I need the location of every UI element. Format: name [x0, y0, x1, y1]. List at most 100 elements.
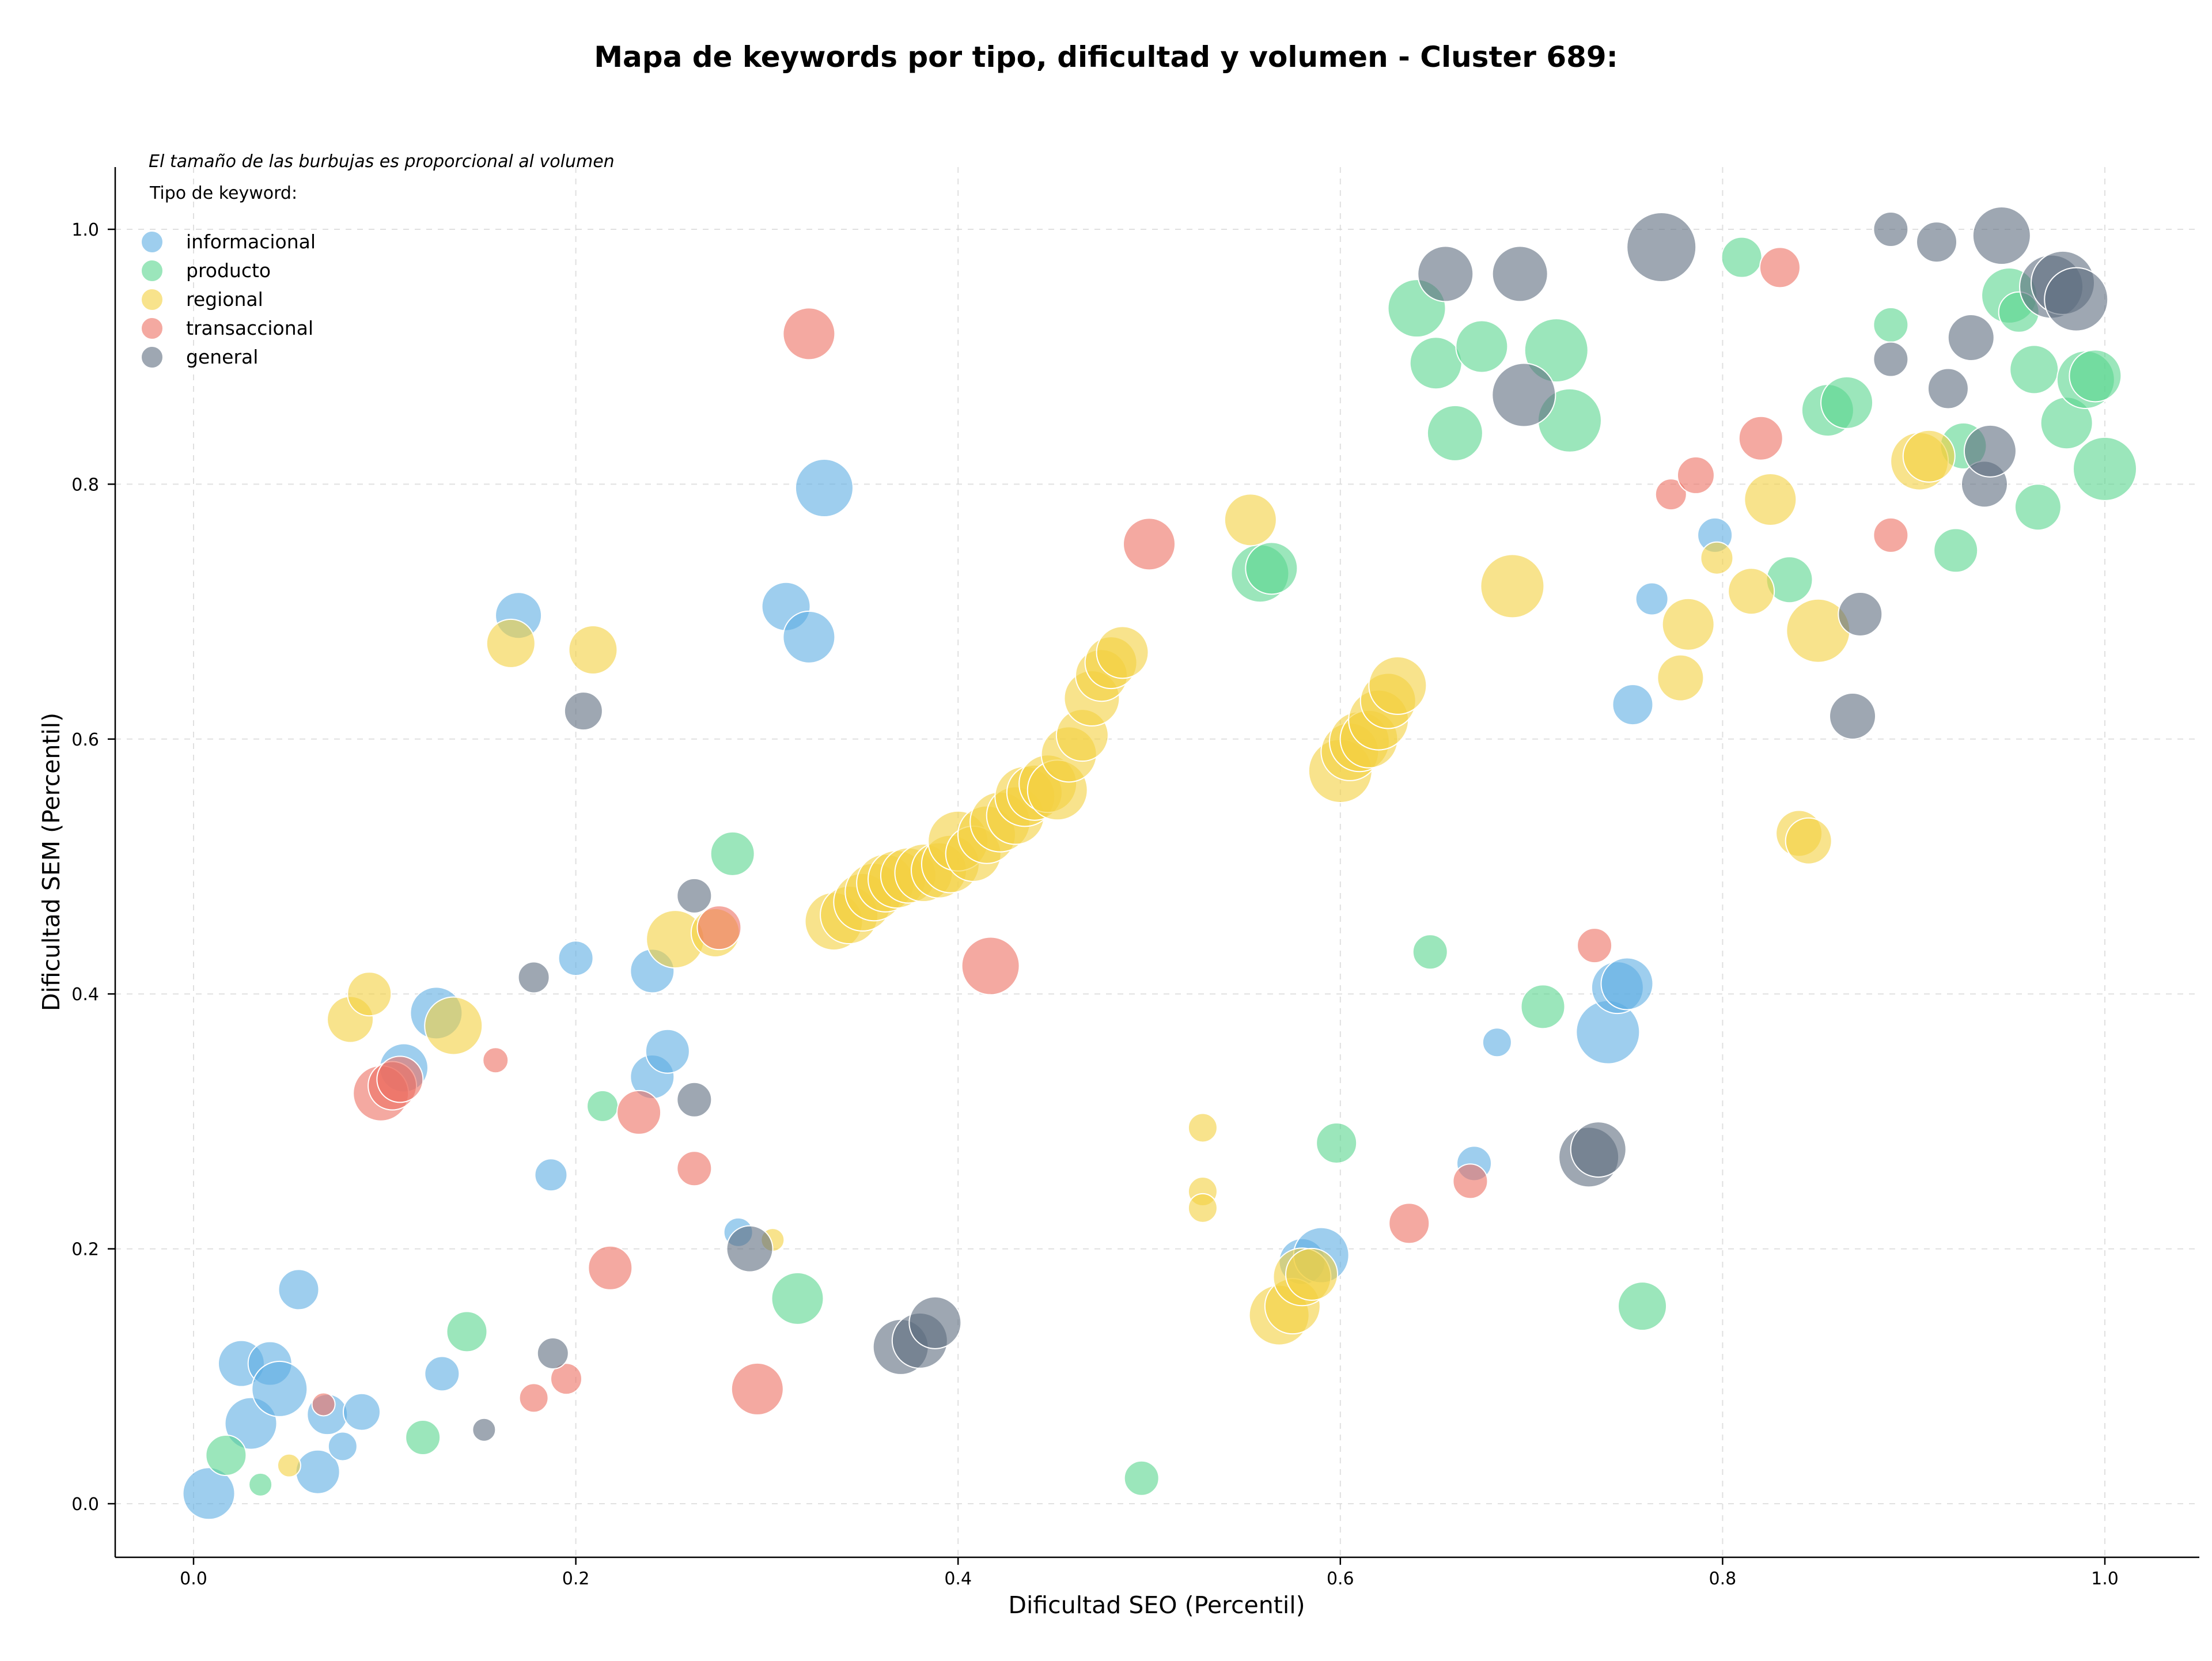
data-point-producto[interactable] — [1245, 542, 1298, 595]
data-point-producto[interactable] — [1873, 307, 1909, 343]
data-point-general[interactable] — [1873, 211, 1909, 247]
data-point-informacional[interactable] — [251, 1360, 308, 1417]
data-point-regional[interactable] — [1187, 1193, 1218, 1223]
data-point-general[interactable] — [1927, 368, 1969, 410]
data-point-informacional[interactable] — [645, 1028, 690, 1074]
data-point-transaccional[interactable] — [676, 1151, 713, 1187]
data-point-producto[interactable] — [1426, 404, 1483, 461]
data-point-transaccional[interactable] — [1577, 928, 1613, 964]
data-point-informacional[interactable] — [424, 1356, 460, 1392]
data-point-informacional[interactable] — [1482, 1027, 1512, 1058]
data-point-regional[interactable] — [347, 971, 392, 1017]
data-point-producto[interactable] — [446, 1311, 488, 1353]
data-point-regional[interactable] — [568, 625, 618, 675]
data-point-general[interactable] — [536, 1337, 569, 1369]
data-point-regional[interactable] — [1657, 654, 1705, 702]
data-point-producto[interactable] — [1933, 528, 1979, 573]
data-point-transaccional[interactable] — [1759, 247, 1801, 289]
data-point-informacional[interactable] — [1612, 684, 1654, 726]
data-point-regional[interactable] — [1368, 656, 1427, 715]
data-point-producto[interactable] — [1412, 934, 1448, 970]
data-point-informacional[interactable] — [182, 1467, 236, 1520]
data-point-general[interactable] — [1838, 592, 1883, 637]
data-point-regional[interactable] — [1480, 554, 1545, 619]
data-point-producto[interactable] — [586, 1089, 619, 1122]
data-point-transaccional[interactable] — [1123, 517, 1176, 571]
data-point-informacional[interactable] — [1635, 582, 1669, 616]
data-point-informacional[interactable] — [782, 610, 836, 664]
data-point-informacional[interactable] — [794, 459, 854, 518]
data-point-producto[interactable] — [205, 1434, 247, 1476]
data-point-regional[interactable] — [1785, 817, 1832, 865]
data-point-transaccional[interactable] — [1388, 1202, 1430, 1244]
data-point-general[interactable] — [2044, 267, 2109, 332]
data-point-general[interactable] — [726, 1225, 774, 1273]
data-point-transaccional[interactable] — [482, 1047, 509, 1074]
data-point-transaccional[interactable] — [961, 936, 1020, 996]
data-point-transaccional[interactable] — [1452, 1163, 1488, 1200]
data-point-general[interactable] — [1972, 206, 2031, 266]
data-point-regional[interactable] — [1661, 597, 1715, 651]
data-point-regional[interactable] — [1744, 472, 1797, 526]
data-point-general[interactable] — [676, 1081, 713, 1118]
data-point-producto[interactable] — [1618, 1281, 1668, 1331]
data-point-general[interactable] — [1947, 314, 1995, 362]
data-point-regional[interactable] — [486, 618, 536, 668]
data-point-regional[interactable] — [1285, 1247, 1339, 1301]
data-point-general[interactable] — [908, 1296, 962, 1349]
data-point-producto[interactable] — [248, 1472, 273, 1497]
data-point-regional[interactable] — [424, 996, 483, 1055]
data-point-informacional[interactable] — [327, 1431, 358, 1462]
data-point-producto[interactable] — [710, 831, 755, 876]
data-point-informacional[interactable] — [1600, 957, 1654, 1011]
data-point-transaccional[interactable] — [1738, 415, 1783, 461]
data-point-producto[interactable] — [405, 1419, 441, 1455]
data-point-transaccional[interactable] — [730, 1362, 784, 1416]
data-point-transaccional[interactable] — [1873, 517, 1909, 553]
data-point-transaccional[interactable] — [1676, 456, 1715, 494]
data-point-informacional[interactable] — [278, 1269, 320, 1311]
data-point-general[interactable] — [1491, 245, 1548, 302]
data-point-transaccional[interactable] — [550, 1363, 583, 1395]
data-point-producto[interactable] — [1455, 320, 1509, 373]
data-point-transaccional[interactable] — [616, 1089, 662, 1135]
data-point-general[interactable] — [1873, 341, 1909, 377]
data-point-general[interactable] — [472, 1417, 497, 1442]
data-point-general[interactable] — [1916, 221, 1958, 263]
data-point-producto[interactable] — [2014, 483, 2062, 531]
data-point-producto[interactable] — [1520, 984, 1566, 1030]
data-point-transaccional[interactable] — [696, 905, 742, 951]
data-point-transaccional[interactable] — [518, 1383, 549, 1413]
data-point-producto[interactable] — [1409, 336, 1463, 390]
data-point-producto[interactable] — [2073, 436, 2137, 501]
data-point-regional[interactable] — [1187, 1113, 1218, 1143]
data-point-transaccional[interactable] — [782, 307, 836, 361]
data-point-regional[interactable] — [1700, 541, 1734, 575]
data-point-producto[interactable] — [1721, 236, 1763, 278]
data-point-general[interactable] — [1829, 692, 1877, 740]
data-point-general[interactable] — [676, 877, 713, 914]
data-point-regional[interactable] — [1902, 429, 1956, 483]
data-point-producto[interactable] — [1123, 1460, 1160, 1496]
data-point-general[interactable] — [1963, 424, 2017, 478]
data-point-general[interactable] — [1570, 1121, 1627, 1178]
data-point-informacional[interactable] — [534, 1158, 568, 1192]
data-point-informacional[interactable] — [558, 940, 594, 977]
data-point-regional[interactable] — [1224, 493, 1277, 547]
data-point-regional[interactable] — [1096, 626, 1149, 679]
data-point-producto[interactable] — [1316, 1122, 1358, 1164]
data-point-regional[interactable] — [276, 1453, 301, 1478]
data-point-producto[interactable] — [2009, 345, 2059, 395]
data-point-informacional[interactable] — [342, 1393, 381, 1431]
data-point-regional[interactable] — [1728, 567, 1775, 615]
data-point-producto[interactable] — [2069, 349, 2122, 403]
data-point-producto[interactable] — [771, 1272, 824, 1325]
data-point-transaccional[interactable] — [1654, 478, 1687, 511]
data-point-general[interactable] — [1417, 245, 1474, 302]
data-point-transaccional[interactable] — [588, 1245, 633, 1291]
data-point-producto[interactable] — [1820, 376, 1874, 429]
data-point-transaccional[interactable] — [311, 1392, 336, 1417]
data-point-general[interactable] — [1626, 211, 1697, 282]
data-point-transaccional[interactable] — [376, 1055, 424, 1103]
data-point-general[interactable] — [1491, 362, 1556, 427]
